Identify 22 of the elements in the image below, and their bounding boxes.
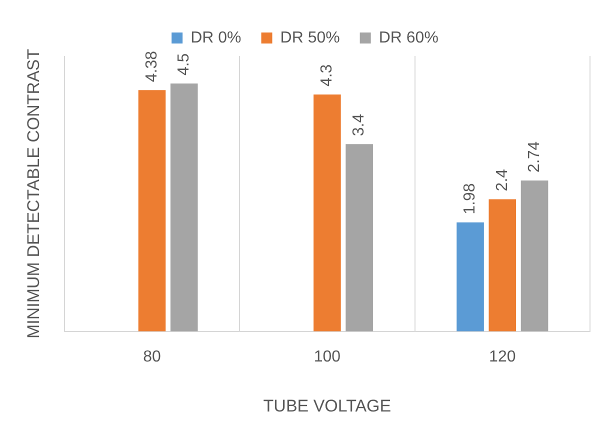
bar [488,199,516,332]
bar [346,144,373,332]
x-tick-label: 100 [314,348,341,366]
bar [520,180,548,332]
legend-label: DR 60% [378,29,438,46]
data-label: 3.4 [350,114,368,136]
legend-label: DR 0% [190,29,242,46]
data-label: 2.4 [494,168,511,192]
y-axis-title: MINIMUM DETECTABLE CONTRAST [24,48,43,339]
legend-label: DR 50% [280,29,340,46]
x-tick-label: 120 [489,348,516,366]
data-label: 4.5 [176,53,193,76]
x-tick-label: 80 [143,348,161,366]
data-label: 2.74 [526,141,543,172]
bar [456,222,484,332]
bar [170,84,198,332]
x-axis-title: TUBE VOLTAGE [263,396,392,416]
bar [138,90,166,332]
bar [314,94,341,332]
data-label: 4.38 [143,50,160,82]
data-label: 4.3 [318,64,336,87]
data-label: 1.98 [462,183,479,214]
